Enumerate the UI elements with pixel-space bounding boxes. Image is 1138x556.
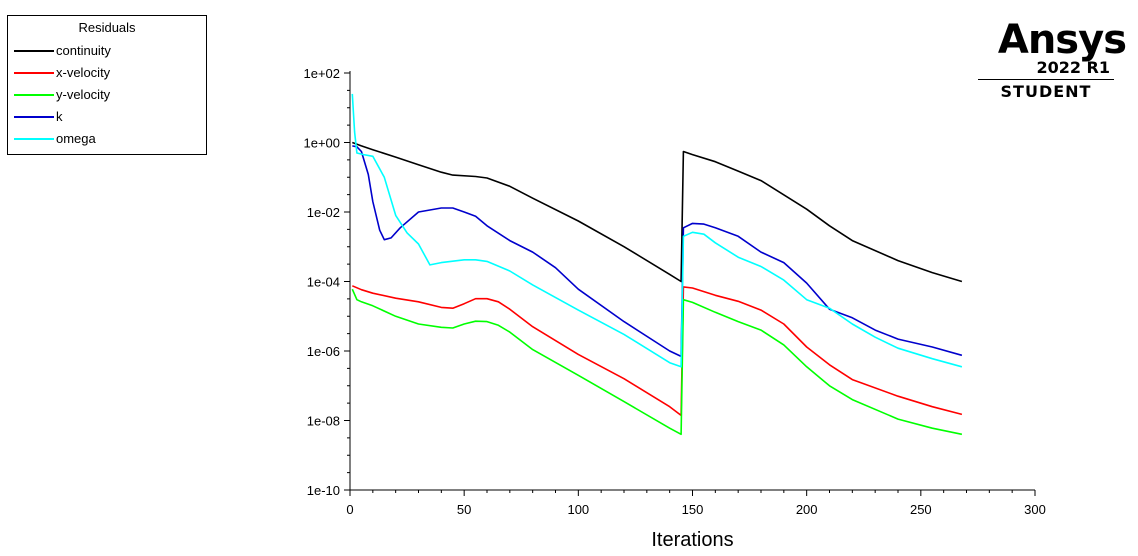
series-line-x-velocity [351,285,963,417]
y-tick-label: 1e-04 [307,275,340,290]
legend-entry-omega: omega [14,130,200,148]
y-tick-label: 1e+00 [303,136,340,151]
logo-divider [978,79,1114,80]
y-tick-label: 1e-06 [307,344,340,359]
legend-label: y-velocity [56,87,111,102]
legend-entry-x-velocity: x-velocity [14,64,200,82]
y-tick-label: 1e-08 [307,414,340,429]
axes: 1e+02 1e+00 1e-02 1e-04 1e-06 1e-08 1e-10 0 50 10… [303,66,1045,517]
legend-entry-k: k [14,108,200,126]
x-axis-title: Iterations [651,529,733,551]
x-tick-label: 150 [682,502,704,517]
legend-swatch [14,116,54,118]
logo-edition: STUDENT [1000,82,1092,101]
y-tick-label: 1e-10 [307,483,340,498]
series-line-y-velocity [351,288,963,436]
legend-swatch [14,94,54,96]
y-tick-label: 1e-02 [307,205,340,220]
legend-swatch [14,138,54,140]
legend: Residuals continuity x-velocity y-velocity… [7,15,207,155]
legend-label: continuity [56,43,111,58]
logo-version: 2022 R1 [1036,58,1110,77]
legend-swatch [14,72,54,74]
series-line-continuity [352,141,963,283]
legend-label: k [56,109,63,124]
legend-swatch [14,50,54,52]
x-tick-label: 200 [796,502,818,517]
legend-label: x-velocity [56,65,111,80]
y-tick-label: 1e+02 [303,66,340,81]
x-tick-label: 0 [346,502,353,517]
ansys-logo: Ansys 2022 R1 STUDENT [976,18,1132,108]
legend-entry-y-velocity: y-velocity [14,86,200,104]
x-tick-label: 300 [1024,502,1046,517]
legend-title: Residuals [78,20,136,35]
series-line-omega [351,93,963,368]
x-tick-label: 100 [567,502,589,517]
x-tick-label: 50 [457,502,471,517]
series-line-k [352,145,963,358]
logo-wordmark: Ansys [997,17,1127,63]
plot-lines [351,93,963,436]
legend-entry-continuity: continuity [14,42,200,60]
legend-label: omega [56,131,96,146]
x-tick-label: 250 [910,502,932,517]
